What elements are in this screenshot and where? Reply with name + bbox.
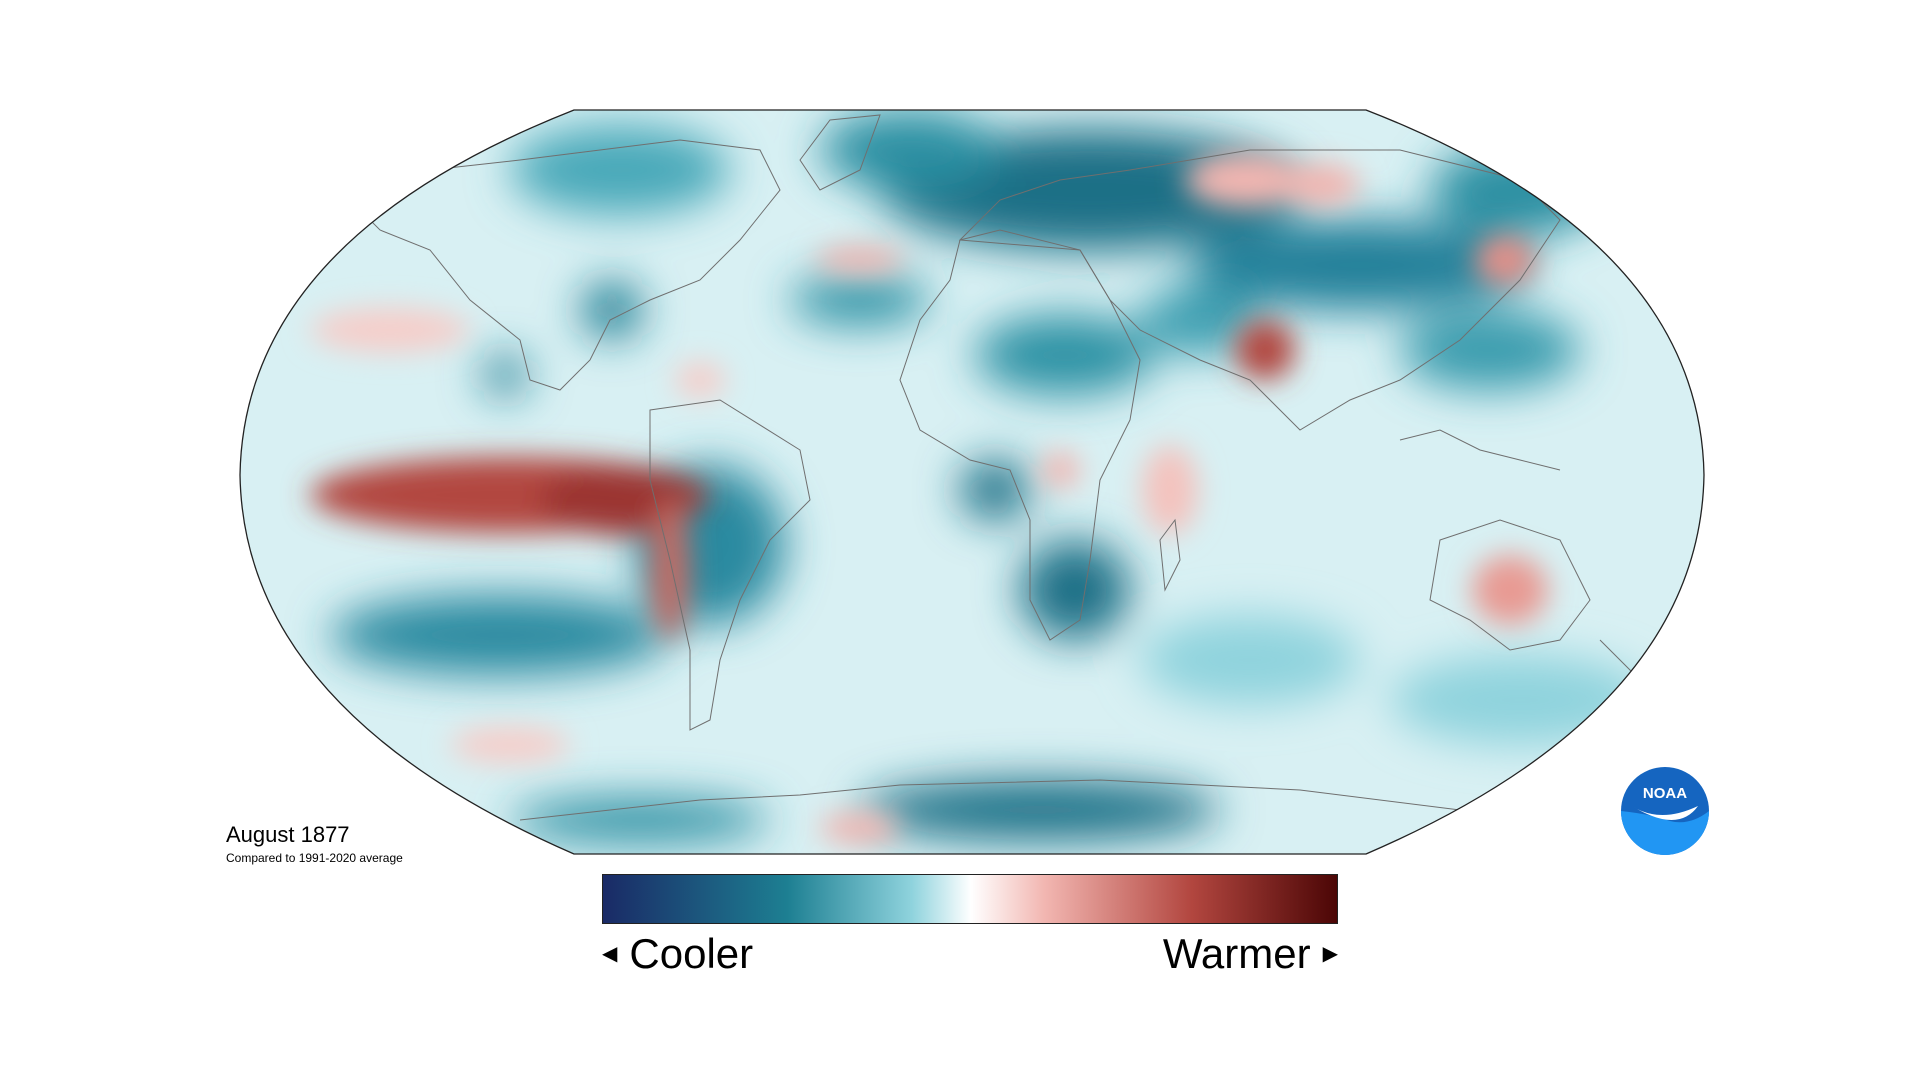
map-caption-title: August 1877: [226, 822, 350, 847]
triangle-right-icon: ▶: [1322, 943, 1338, 965]
legend-cooler: ◀ Cooler: [602, 930, 753, 978]
coastlines: [359, 114, 1641, 821]
svg-text:NOAA: NOAA: [1643, 785, 1687, 802]
triangle-left-icon: ◀: [602, 943, 618, 965]
anomaly-field: [240, 110, 1704, 854]
color-legend-bar: [602, 874, 1338, 924]
legend-cooler-label: Cooler: [629, 930, 754, 977]
map-border: [239, 109, 1705, 855]
map-caption-subtitle: Compared to 1991-2020 average: [226, 851, 403, 865]
legend-warmer-label: Warmer: [1162, 930, 1311, 977]
noaa-logo: NOAA: [1621, 767, 1709, 855]
legend-warmer: Warmer ▶: [1163, 930, 1338, 978]
